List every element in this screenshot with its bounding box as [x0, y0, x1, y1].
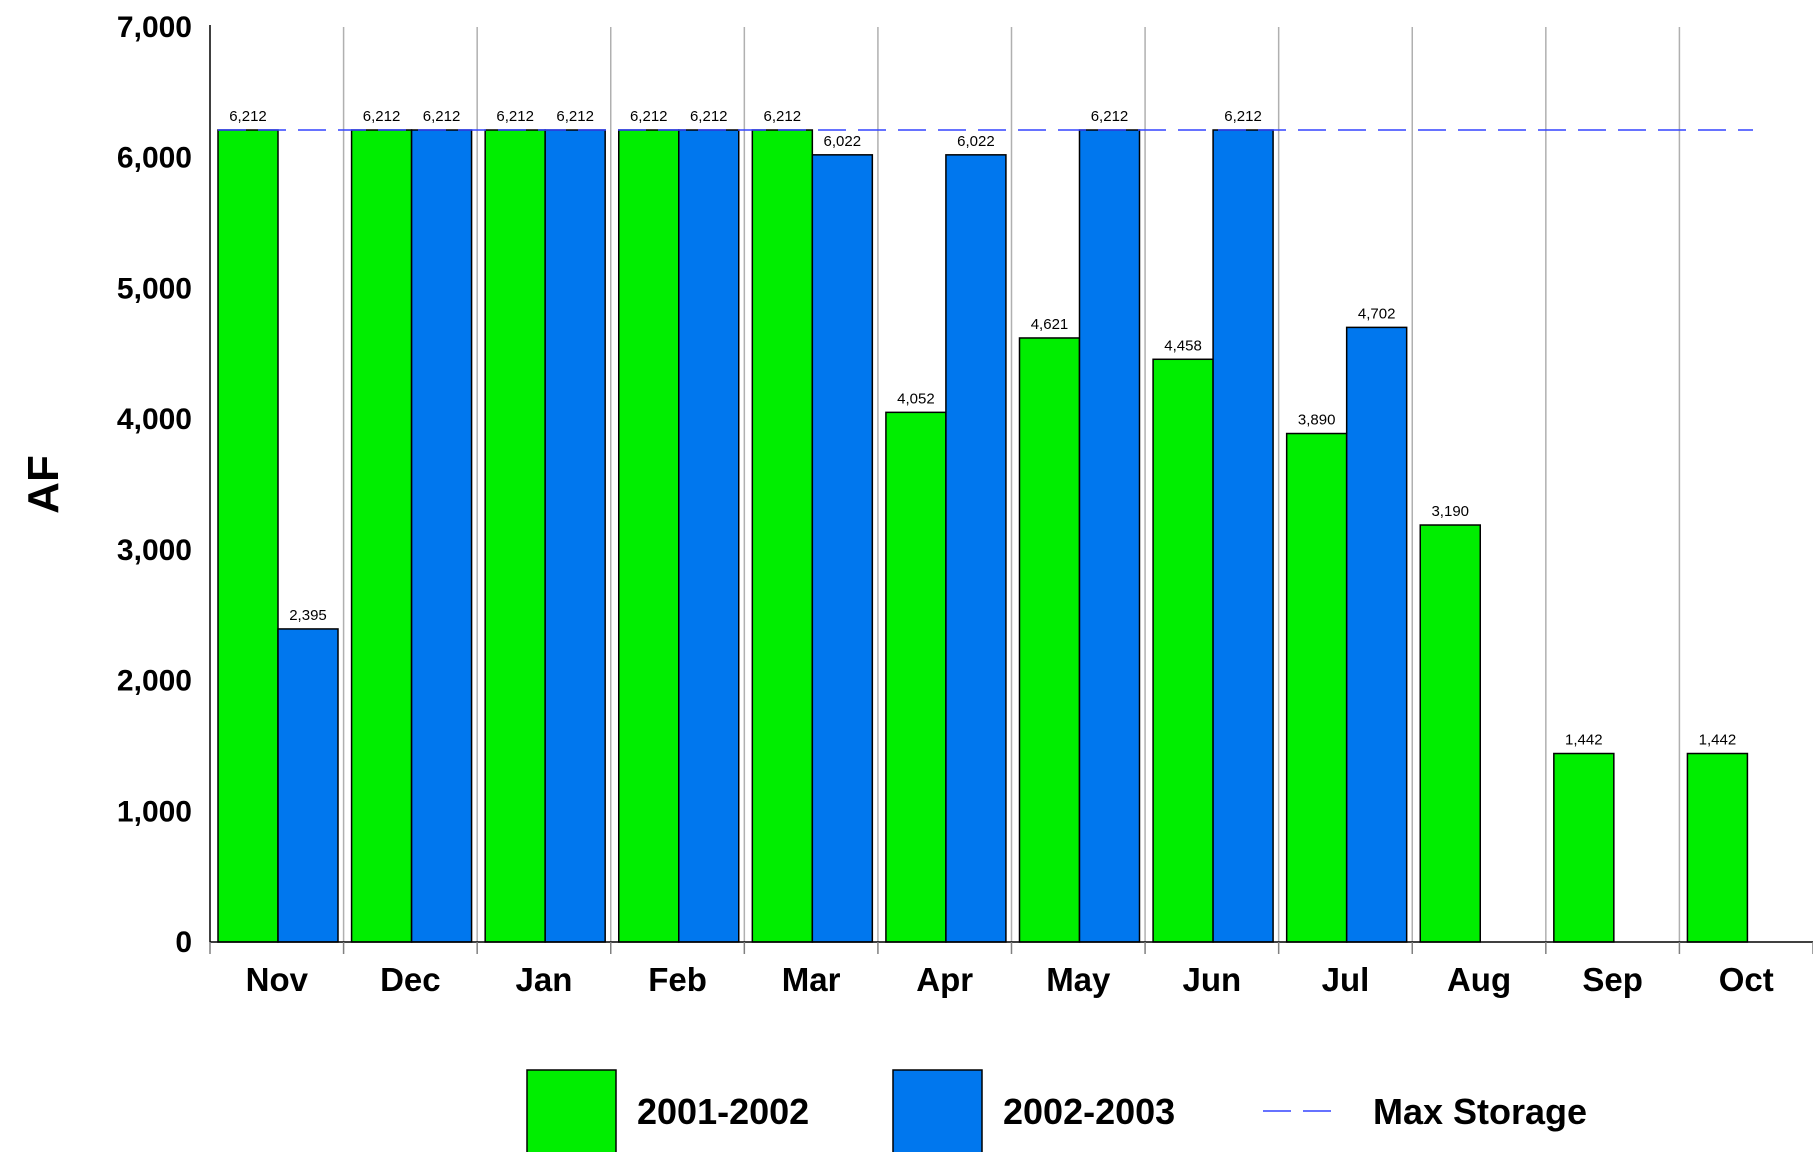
- y-tick-label: 3,000: [117, 534, 192, 567]
- legend: 2001-2002 2002-2003 Max Storage: [526, 1069, 1587, 1154]
- data-label: 6,212: [556, 108, 594, 125]
- data-label: 6,212: [630, 108, 668, 125]
- x-tick-label: Apr: [916, 961, 973, 998]
- data-label: 3,190: [1431, 503, 1469, 520]
- x-tick-label: Jun: [1183, 961, 1242, 998]
- y-tick-label: 4,000: [117, 403, 192, 436]
- data-label: 6,212: [1091, 108, 1129, 125]
- bar-series-1-apr: [885, 411, 947, 943]
- bar-series-1-sep: [1553, 752, 1615, 943]
- legend-label: 2001-2002: [637, 1091, 809, 1132]
- data-label: 6,212: [496, 108, 534, 125]
- x-tick-label: May: [1046, 961, 1111, 998]
- x-tick-label: Aug: [1447, 961, 1511, 998]
- data-label: 4,702: [1358, 305, 1396, 322]
- data-label: 4,458: [1164, 337, 1202, 354]
- bar-series-2-dec: [410, 129, 473, 943]
- y-tick-label: 0: [175, 926, 192, 959]
- data-label: 6,212: [1224, 108, 1262, 125]
- x-tick-label: Jan: [516, 961, 573, 998]
- data-label: 6,022: [824, 133, 862, 150]
- bar-series-1-dec: [350, 129, 413, 943]
- axes-layer: 0 1,000 2,000 3,000 4,000 5,000 6,000 7,000 AF No…: [19, 11, 1813, 998]
- bar-series-1-feb: [618, 129, 680, 943]
- bar-series-1-nov: [217, 129, 279, 943]
- x-tick-label: Feb: [648, 961, 707, 998]
- y-tick-label: 2,000: [117, 665, 192, 698]
- bar-series-1-jan: [484, 129, 546, 943]
- data-label: 6,212: [690, 108, 728, 125]
- bar-series-1-mar: [751, 129, 814, 943]
- bar-series-2-apr: [945, 154, 1007, 943]
- data-label: 4,052: [897, 390, 935, 407]
- y-tick-label: 1,000: [117, 795, 192, 828]
- data-label: 6,022: [957, 133, 995, 150]
- legend-item-max-storage: Max Storage: [1263, 1091, 1587, 1132]
- data-label: 1,442: [1565, 732, 1603, 749]
- x-tick-label: Nov: [246, 961, 309, 998]
- data-label: 6,212: [229, 108, 267, 125]
- legend-label: Max Storage: [1373, 1091, 1587, 1132]
- bar-series-2-nov: [277, 628, 339, 943]
- legend-label: 2002-2003: [1003, 1091, 1175, 1132]
- y-tick-label: 5,000: [117, 272, 192, 305]
- bar-series-1-may: [1018, 337, 1081, 943]
- x-tick-label: Dec: [380, 961, 441, 998]
- y-tick-label: 7,000: [117, 11, 192, 44]
- data-label: 6,212: [423, 108, 461, 125]
- bar-series-2-jun: [1212, 129, 1274, 943]
- bar-series-1-aug: [1419, 524, 1481, 943]
- legend-swatch: [526, 1069, 617, 1154]
- x-tick-label: Oct: [1719, 961, 1774, 998]
- y-tick-label: 6,000: [117, 142, 192, 175]
- bar-series-2-jan: [544, 129, 606, 943]
- data-label: 6,212: [764, 108, 802, 125]
- data-label: 2,395: [289, 607, 327, 624]
- y-axis-title: AF: [19, 455, 68, 514]
- bar-series-1-oct: [1686, 752, 1749, 943]
- x-tick-label: Mar: [782, 961, 841, 998]
- bar-series-2-jul: [1345, 326, 1408, 943]
- grid-layer: [342, 27, 1681, 942]
- data-label: 3,890: [1298, 412, 1336, 429]
- bar-series-1-jun: [1152, 358, 1214, 943]
- bars-layer: [217, 129, 1749, 943]
- bar-series-2-may: [1078, 129, 1141, 943]
- x-tick-label: Jul: [1322, 961, 1370, 998]
- data-labels-layer: 6,212 6,212 6,212 6,212 6,212 4,052 4,621 4,458…: [229, 108, 1736, 749]
- data-label: 4,621: [1031, 316, 1069, 333]
- data-label: 1,442: [1699, 732, 1737, 749]
- bar-series-1-jul: [1285, 432, 1348, 943]
- data-label: 6,212: [363, 108, 401, 125]
- x-tick-label: Sep: [1582, 961, 1643, 998]
- legend-item-2001-2002: 2001-2002: [526, 1069, 809, 1154]
- bar-series-2-feb: [678, 129, 740, 943]
- legend-swatch: [892, 1069, 983, 1154]
- bar-series-2-mar: [811, 154, 874, 943]
- legend-item-2002-2003: 2002-2003: [892, 1069, 1175, 1154]
